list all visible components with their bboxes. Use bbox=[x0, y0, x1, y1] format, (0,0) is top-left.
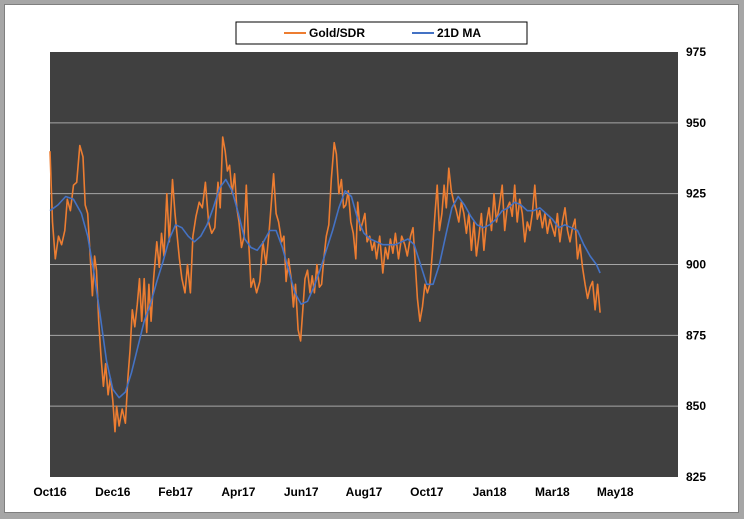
y-tick-label: 950 bbox=[686, 116, 706, 130]
x-tick-label: Jun17 bbox=[284, 485, 319, 499]
y-tick-label: 850 bbox=[686, 399, 706, 413]
legend-label-21d-ma: 21D MA bbox=[437, 26, 481, 40]
y-tick-label: 925 bbox=[686, 187, 706, 201]
y-tick-label: 875 bbox=[686, 328, 706, 342]
legend-label-gold-sdr: Gold/SDR bbox=[309, 26, 365, 40]
legend: Gold/SDR 21D MA bbox=[235, 21, 528, 45]
y-tick-label: 900 bbox=[686, 258, 706, 272]
x-tick-label: Oct17 bbox=[410, 485, 444, 499]
series-layer bbox=[49, 136, 601, 433]
y-axis-tick-labels: 825 850 875 900 925 950 975 bbox=[686, 45, 706, 484]
series-line-gold-sdr bbox=[49, 136, 601, 433]
x-tick-label: May18 bbox=[597, 485, 634, 499]
x-tick-label: Apr17 bbox=[221, 485, 255, 499]
gridlines bbox=[50, 122, 678, 407]
y-tick-label: 975 bbox=[686, 45, 706, 59]
x-tick-label: Jan18 bbox=[473, 485, 507, 499]
x-tick-label: Mar18 bbox=[535, 485, 570, 499]
x-axis-tick-labels: Oct16 Dec16 Feb17 Apr17 Jun17 Aug17 Oct17 Jan18… bbox=[33, 485, 634, 499]
legend-box bbox=[235, 21, 528, 45]
x-tick-label: Oct16 bbox=[33, 485, 67, 499]
y-tick-label: 825 bbox=[686, 470, 706, 484]
x-tick-label: Aug17 bbox=[346, 485, 383, 499]
series-line-21d-ma bbox=[49, 178, 601, 399]
x-tick-label: Feb17 bbox=[158, 485, 193, 499]
x-tick-label: Dec16 bbox=[95, 485, 131, 499]
